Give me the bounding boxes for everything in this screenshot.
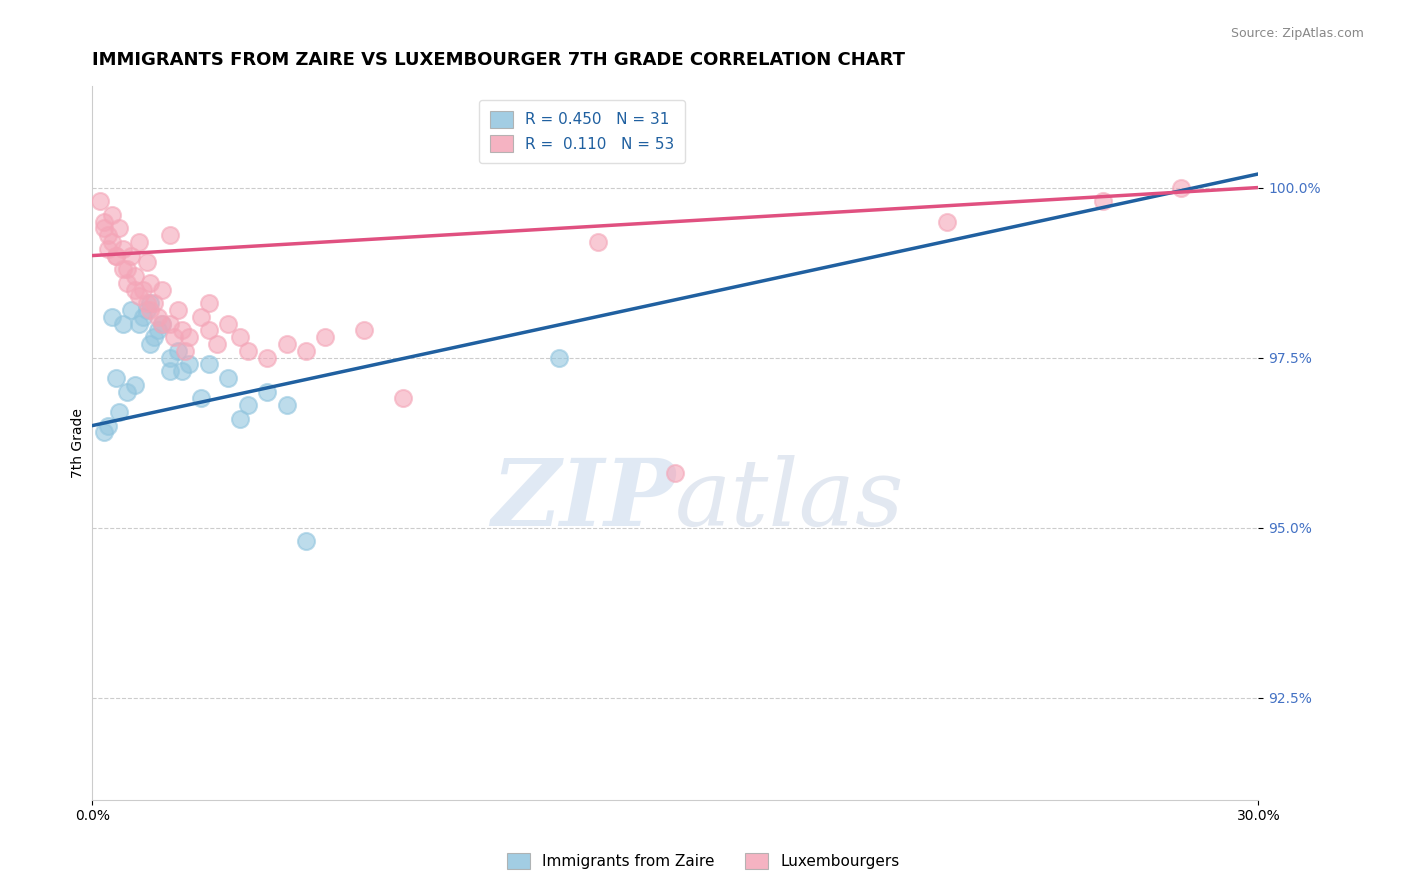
Point — [100, 310, 122, 324]
Point — [198, 358, 221, 372]
Text: Source: ZipAtlas.com: Source: ZipAtlas.com — [1230, 27, 1364, 40]
Point — [256, 384, 278, 399]
Point — [104, 249, 127, 263]
Point — [108, 405, 131, 419]
Point — [93, 221, 115, 235]
Point — [97, 228, 120, 243]
Point — [276, 337, 298, 351]
Point — [198, 296, 221, 310]
Point — [139, 337, 162, 351]
Point — [174, 343, 197, 358]
Point — [159, 317, 181, 331]
Point — [89, 194, 111, 209]
Point — [170, 364, 193, 378]
Point — [112, 262, 135, 277]
Point — [353, 323, 375, 337]
Point — [148, 323, 170, 337]
Point — [104, 249, 127, 263]
Point — [124, 268, 146, 283]
Point — [276, 398, 298, 412]
Point — [112, 242, 135, 256]
Point — [547, 351, 569, 365]
Point — [143, 296, 166, 310]
Point — [179, 330, 201, 344]
Point — [150, 317, 173, 331]
Point — [139, 276, 162, 290]
Point — [97, 418, 120, 433]
Point — [112, 317, 135, 331]
Point — [295, 534, 318, 549]
Point — [314, 330, 336, 344]
Point — [159, 228, 181, 243]
Point — [936, 214, 959, 228]
Point — [128, 317, 150, 331]
Point — [198, 323, 221, 337]
Point — [159, 364, 181, 378]
Point — [120, 303, 142, 318]
Point — [217, 317, 239, 331]
Point — [132, 310, 155, 324]
Point — [104, 371, 127, 385]
Y-axis label: 7th Grade: 7th Grade — [72, 408, 86, 477]
Point — [190, 310, 212, 324]
Point — [139, 296, 162, 310]
Point — [100, 235, 122, 249]
Point — [128, 235, 150, 249]
Point — [159, 351, 181, 365]
Point — [135, 303, 157, 318]
Point — [170, 323, 193, 337]
Point — [124, 283, 146, 297]
Point — [256, 351, 278, 365]
Point — [163, 330, 186, 344]
Point — [148, 310, 170, 324]
Point — [1170, 180, 1192, 194]
Point — [229, 330, 252, 344]
Point — [135, 255, 157, 269]
Text: atlas: atlas — [675, 455, 905, 545]
Point — [93, 425, 115, 440]
Point — [120, 249, 142, 263]
Point — [150, 317, 173, 331]
Point — [97, 242, 120, 256]
Point — [179, 358, 201, 372]
Point — [115, 384, 138, 399]
Point — [217, 371, 239, 385]
Point — [139, 303, 162, 318]
Point — [190, 392, 212, 406]
Point — [295, 343, 318, 358]
Point — [166, 303, 188, 318]
Point — [143, 330, 166, 344]
Point — [392, 392, 415, 406]
Point — [229, 412, 252, 426]
Point — [150, 283, 173, 297]
Point — [205, 337, 228, 351]
Point — [132, 283, 155, 297]
Point — [236, 343, 259, 358]
Text: IMMIGRANTS FROM ZAIRE VS LUXEMBOURGER 7TH GRADE CORRELATION CHART: IMMIGRANTS FROM ZAIRE VS LUXEMBOURGER 7T… — [93, 51, 905, 69]
Point — [108, 221, 131, 235]
Text: ZIP: ZIP — [491, 455, 675, 545]
Point — [128, 289, 150, 303]
Legend: R = 0.450   N = 31, R =  0.110   N = 53: R = 0.450 N = 31, R = 0.110 N = 53 — [479, 100, 685, 162]
Point — [100, 208, 122, 222]
Point — [664, 467, 686, 481]
Point — [115, 262, 138, 277]
Point — [115, 276, 138, 290]
Point — [135, 296, 157, 310]
Point — [586, 235, 609, 249]
Point — [236, 398, 259, 412]
Point — [124, 377, 146, 392]
Legend: Immigrants from Zaire, Luxembourgers: Immigrants from Zaire, Luxembourgers — [501, 847, 905, 875]
Point — [93, 214, 115, 228]
Point — [166, 343, 188, 358]
Point — [1091, 194, 1114, 209]
